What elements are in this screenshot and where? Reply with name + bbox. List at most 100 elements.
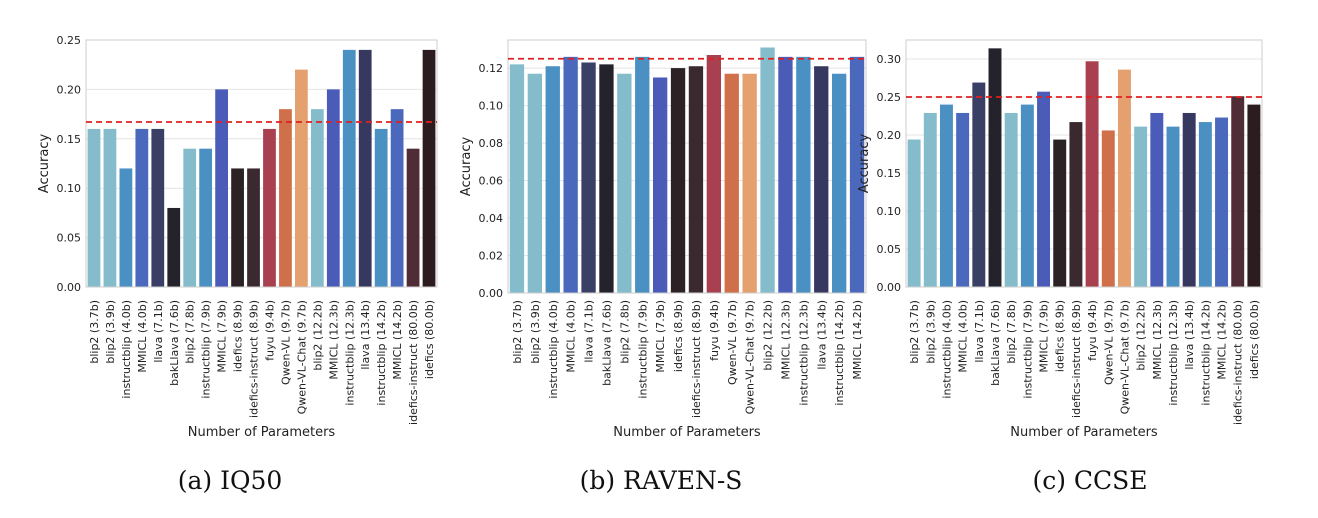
y-axis-label: Accuracy bbox=[857, 134, 872, 194]
x-tick-label: Qwen-VL (9.7b) bbox=[1102, 300, 1115, 385]
bar bbox=[1198, 122, 1212, 287]
y-tick-label: 0.02 bbox=[479, 250, 504, 263]
bar bbox=[670, 68, 686, 293]
x-tick-label: fuyu (9.4b) bbox=[1086, 300, 1099, 361]
subfigure-caption: (a) IQ50 bbox=[178, 466, 283, 495]
bar bbox=[119, 168, 133, 287]
bar bbox=[1166, 126, 1180, 287]
y-tick-label: 0.12 bbox=[479, 62, 504, 75]
x-axis-label: Number of Parameters bbox=[188, 425, 336, 440]
x-tick-label: MMICL (12.3b) bbox=[327, 300, 340, 380]
x-tick-label: idefics-instruct (8.9b) bbox=[690, 300, 703, 418]
bar bbox=[581, 62, 596, 293]
bar bbox=[956, 112, 970, 288]
bar bbox=[509, 64, 525, 293]
bar bbox=[390, 109, 404, 287]
x-tick-label: Qwen-VL-Chat (9.7b) bbox=[1118, 300, 1131, 414]
bar bbox=[406, 148, 420, 287]
bar bbox=[760, 47, 775, 294]
x-tick-label: Qwen-VL (9.7b) bbox=[279, 300, 292, 385]
y-tick-label: 0.00 bbox=[479, 287, 504, 300]
x-tick-label: MMICL (4.0b) bbox=[136, 300, 149, 373]
bar bbox=[545, 66, 560, 294]
x-tick-label: blip2 (12.2b) bbox=[762, 300, 775, 371]
bar bbox=[151, 128, 165, 287]
x-tick-label: idefics (80.0b) bbox=[423, 300, 436, 379]
bar bbox=[796, 56, 811, 293]
x-tick-label: bakLlava (7.6b) bbox=[600, 300, 613, 386]
x-tick-label: blip2 (7.8b) bbox=[618, 300, 631, 364]
bar bbox=[778, 56, 793, 293]
bar bbox=[831, 73, 847, 293]
bar bbox=[247, 168, 260, 287]
x-tick-label: Qwen-VL (9.7b) bbox=[726, 300, 739, 385]
bar bbox=[599, 64, 614, 293]
chart-3: 0.00 0.05 0.10 0.15 0.20 0.25 0.30 blip2 (3.7b)… bbox=[857, 39, 1263, 495]
x-tick-label: MMICL (4.0b) bbox=[565, 300, 578, 373]
y-tick-label: 0.05 bbox=[877, 243, 902, 256]
x-tick-label: MMICL (7.9b) bbox=[1038, 300, 1051, 373]
x-tick-label: idefics-instruct (80.0b) bbox=[407, 300, 420, 425]
plot-frame bbox=[507, 39, 867, 294]
x-tick-label: instructblip (7.9b) bbox=[636, 300, 649, 399]
x-tick-label: instructblip (4.0b) bbox=[120, 300, 133, 399]
x-tick-label: MMICL (14.2b) bbox=[851, 300, 864, 380]
bar bbox=[1069, 122, 1083, 287]
subfigure-caption: (b) RAVEN-S bbox=[580, 466, 743, 495]
bar bbox=[1053, 139, 1067, 287]
bar bbox=[1182, 112, 1196, 288]
y-tick-label: 0.20 bbox=[877, 129, 902, 142]
x-tick-label: fuyu (9.4b) bbox=[263, 300, 276, 361]
x-tick-label: blip2 (3.9b) bbox=[529, 300, 542, 364]
x-tick-label: instructblip (12.3b) bbox=[343, 300, 356, 406]
x-tick-label: Qwen-VL-Chat (9.7b) bbox=[295, 300, 308, 414]
bar bbox=[923, 112, 937, 288]
x-tick-label: bakLlava (7.6b) bbox=[989, 300, 1002, 386]
bar bbox=[1020, 104, 1034, 287]
x-tick-label: Qwen-VL-Chat (9.7b) bbox=[744, 300, 757, 414]
x-tick-label: llava (13.4b) bbox=[359, 300, 372, 370]
x-tick-label: bakLlava (7.6b) bbox=[168, 300, 181, 386]
x-tick-label: blip2 (12.2b) bbox=[311, 300, 324, 371]
bar bbox=[1101, 130, 1115, 287]
x-tick-label: blip2 (12.2b) bbox=[1135, 300, 1148, 371]
bar bbox=[617, 73, 632, 293]
x-tick-label: llava (7.1b) bbox=[583, 300, 596, 363]
x-axis-label: Number of Parameters bbox=[613, 425, 761, 440]
x-tick-label: idefics (8.9b) bbox=[232, 300, 245, 372]
bar bbox=[1134, 126, 1148, 287]
x-tick-label: blip2 (3.7b) bbox=[88, 300, 101, 364]
bar bbox=[972, 82, 986, 287]
x-tick-label: MMICL (4.0b) bbox=[957, 300, 970, 373]
x-tick-label: instructblip (14.2b) bbox=[1199, 300, 1212, 406]
y-tick-label: 0.06 bbox=[479, 175, 504, 188]
x-tick-label: instructblip (7.9b) bbox=[1021, 300, 1034, 399]
x-tick-label: MMICL (14.2b) bbox=[1216, 300, 1229, 380]
y-tick-label: 0.30 bbox=[877, 53, 902, 66]
bar bbox=[688, 66, 704, 294]
bar bbox=[263, 128, 276, 287]
x-tick-label: idefics (8.9b) bbox=[672, 300, 685, 372]
x-tick-label: llava (13.4b) bbox=[1183, 300, 1196, 370]
bar bbox=[103, 128, 117, 287]
x-tick-label: llava (13.4b) bbox=[815, 300, 828, 370]
bar bbox=[988, 48, 1002, 287]
x-tick-label: MMICL (7.9b) bbox=[654, 300, 667, 373]
bar bbox=[310, 109, 324, 287]
bar bbox=[135, 128, 149, 287]
bar bbox=[1117, 69, 1131, 287]
x-tick-label: instructblip (4.0b) bbox=[547, 300, 560, 399]
y-tick-label: 0.25 bbox=[57, 34, 82, 47]
bar bbox=[183, 148, 197, 287]
bar bbox=[814, 66, 829, 294]
x-tick-label: MMICL (12.3b) bbox=[779, 300, 792, 380]
bar bbox=[1004, 112, 1018, 288]
bar bbox=[527, 73, 543, 293]
x-tick-label: instructblip (4.0b) bbox=[940, 300, 953, 399]
x-tick-label: instructblip (7.9b) bbox=[200, 300, 213, 399]
subfigure-caption: (c) CCSE bbox=[1032, 466, 1147, 495]
bar bbox=[724, 73, 739, 293]
y-tick-label: 0.05 bbox=[57, 232, 82, 245]
x-tick-label: MMICL (14.2b) bbox=[391, 300, 404, 380]
